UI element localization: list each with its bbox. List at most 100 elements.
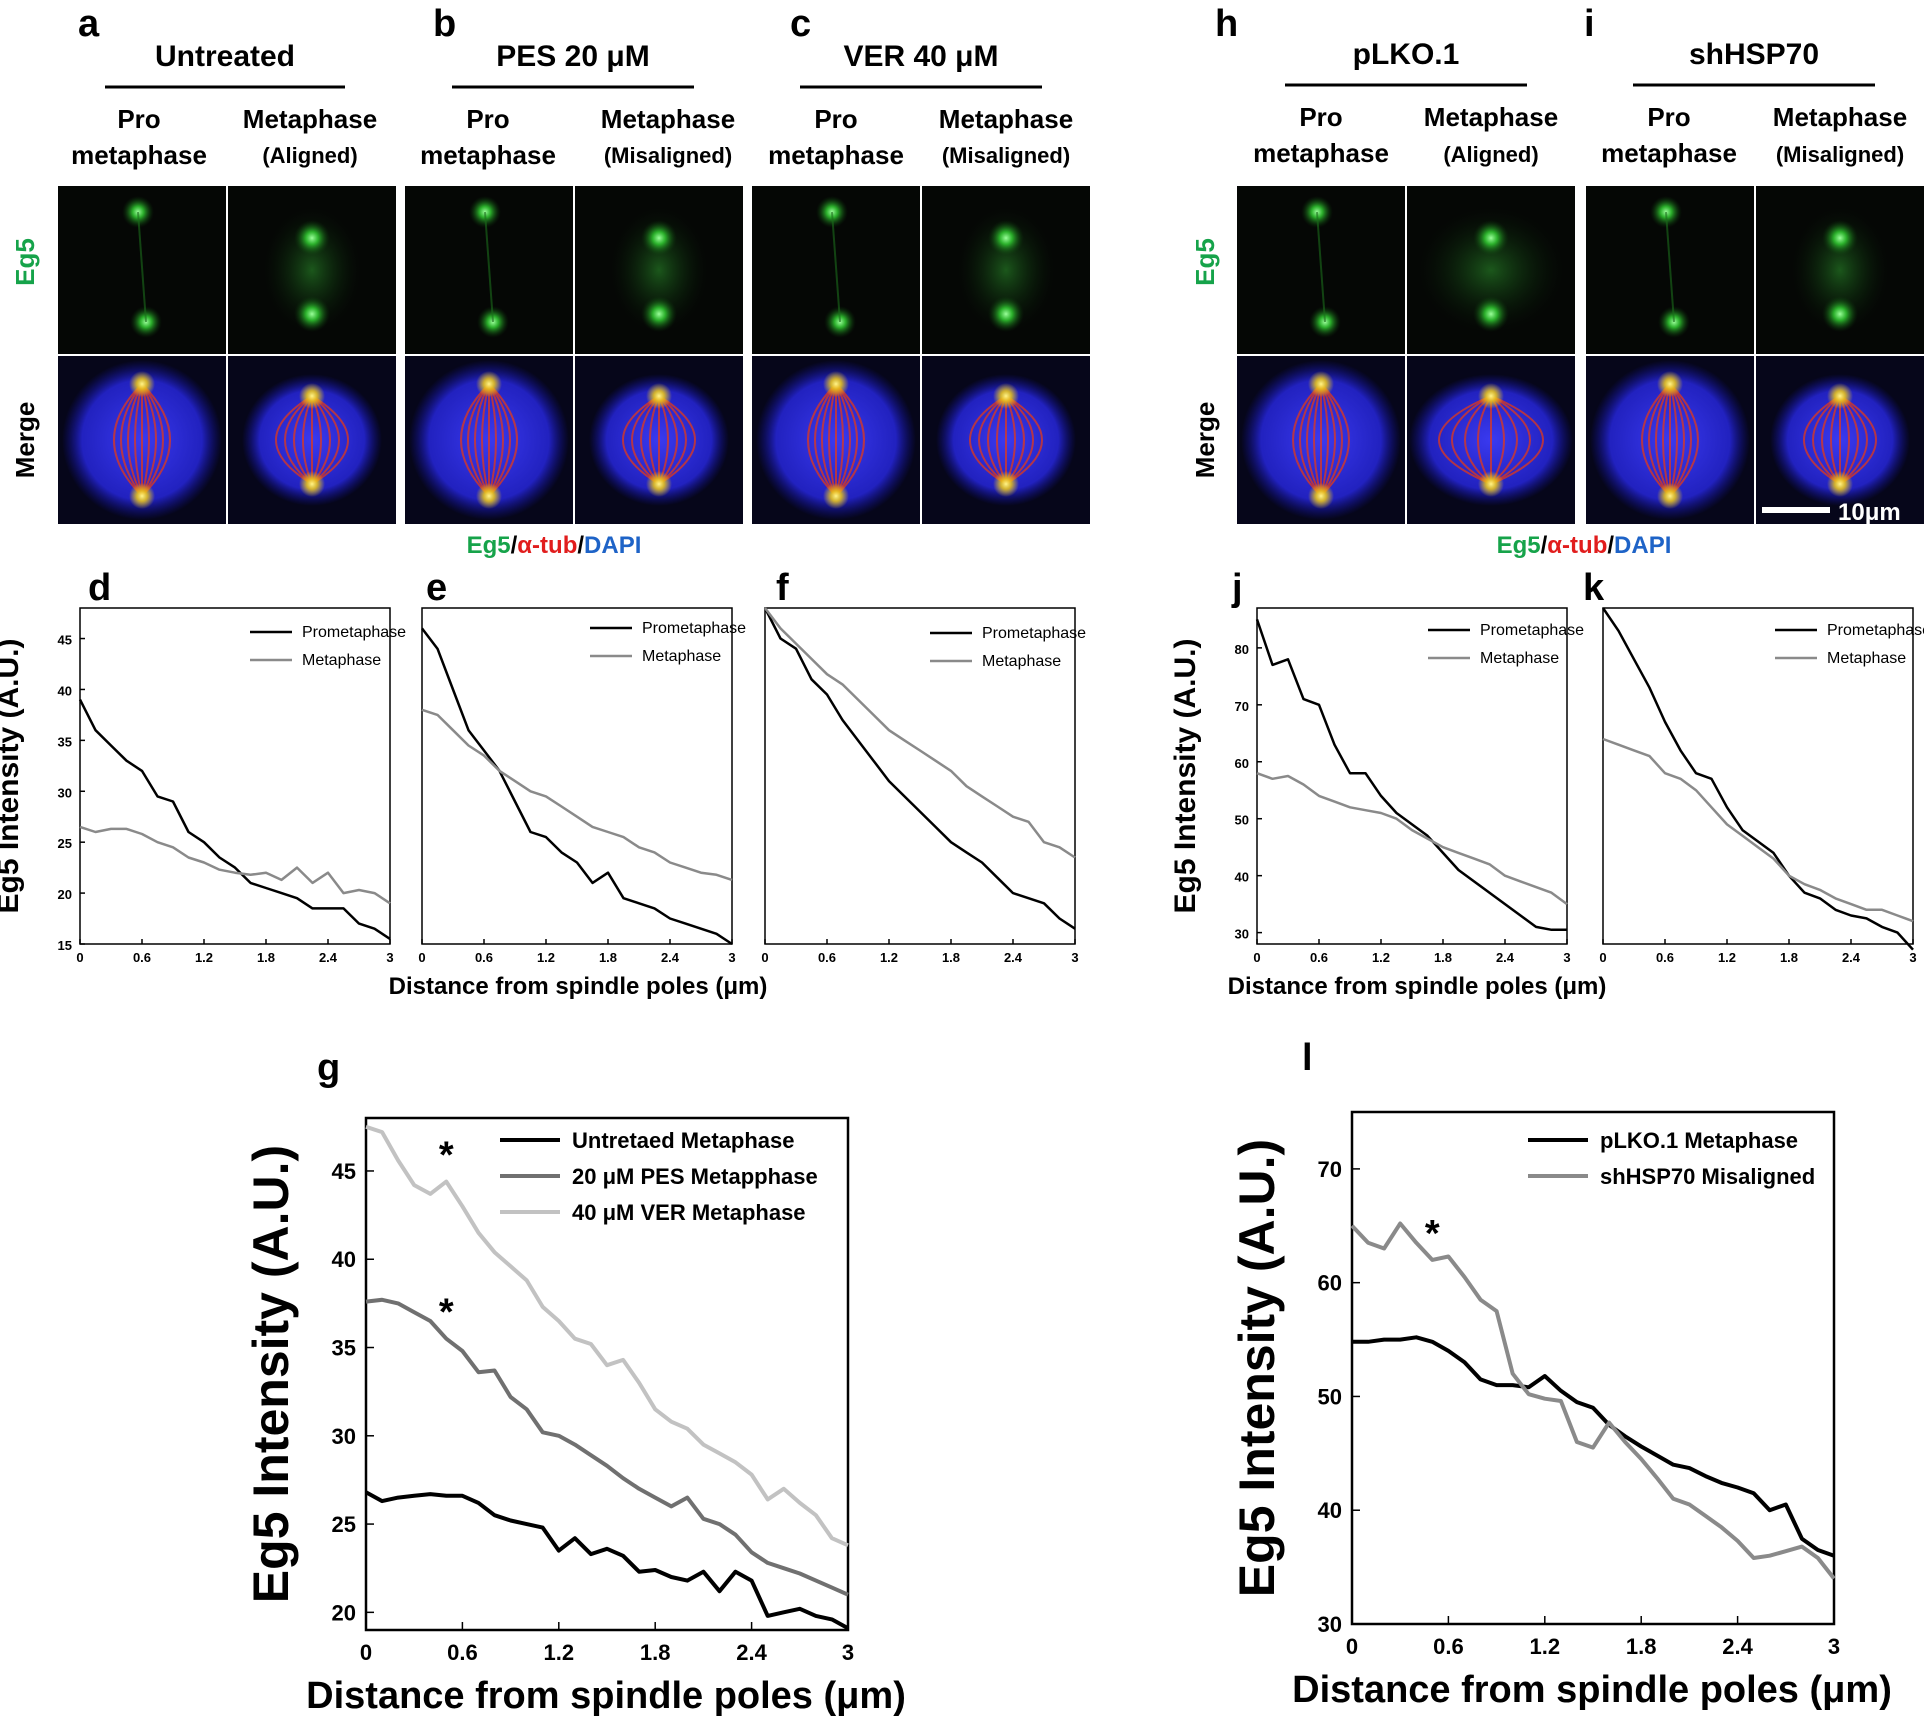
condition-ver: VER 40 μM xyxy=(843,40,998,73)
fluorescence-spot xyxy=(1827,383,1853,409)
x-tick-label: 1.2 xyxy=(544,1640,575,1665)
microtubule xyxy=(1292,383,1322,497)
fluorescence-spot xyxy=(299,471,325,497)
microtubule xyxy=(1669,383,1692,497)
col-header: Pro xyxy=(814,104,857,134)
y-tick-label: 30 xyxy=(58,785,72,800)
panel-label-b: b xyxy=(433,3,456,45)
fluorescence-spot xyxy=(993,383,1019,409)
microtubule xyxy=(1812,395,1841,485)
microtubule xyxy=(1299,383,1322,497)
plot-frame xyxy=(1256,607,1568,945)
condition-pes: PES 20 μM xyxy=(496,40,649,73)
x-tick-label: 3 xyxy=(386,950,393,965)
fluorescence-spot xyxy=(1473,220,1509,256)
microtubule xyxy=(1320,383,1350,497)
fluorescence-spot xyxy=(1822,220,1858,256)
x-tick-label: 0.6 xyxy=(1656,950,1674,965)
x-tick-label: 0 xyxy=(1346,1634,1358,1659)
fluorescence-spot xyxy=(988,296,1024,332)
legend-label: Metaphase xyxy=(1827,650,1906,667)
fluorescence-spot xyxy=(1473,296,1509,332)
spindle-haze xyxy=(264,208,360,332)
microtubule xyxy=(113,383,143,497)
col-header: Pro xyxy=(466,104,509,134)
microtubule xyxy=(1648,383,1671,497)
y-tick-label: 40 xyxy=(1235,870,1249,885)
y-axis-label: Eg5 Intensity (A.U.) xyxy=(1169,638,1202,913)
y-tick-label: 40 xyxy=(58,683,72,698)
condition-shhsp70: shHSP70 xyxy=(1689,38,1819,71)
microtubule xyxy=(1839,395,1868,485)
fluorescence-spot xyxy=(476,483,502,509)
col-subheader: (Misaligned) xyxy=(942,143,1070,168)
microtubule xyxy=(1490,395,1544,485)
x-tick-label: 2.4 xyxy=(1842,950,1861,965)
fluorescence-spot xyxy=(823,483,849,509)
plot-frame xyxy=(79,607,391,945)
x-tick-label: 1.2 xyxy=(1718,950,1736,965)
microtubule xyxy=(275,395,313,485)
x-tick-label: 1.2 xyxy=(1530,1634,1561,1659)
fluorescence-spot xyxy=(988,220,1024,256)
x-tick-label: 1.2 xyxy=(537,950,555,965)
panel-label-l: l xyxy=(1302,1037,1313,1079)
y-tick-label: 30 xyxy=(332,1424,356,1449)
series-line xyxy=(1255,618,1567,932)
y-tick-label: 35 xyxy=(58,734,72,749)
significance-marker: * xyxy=(439,1135,454,1177)
plot-frame xyxy=(364,1116,850,1632)
spindle-fiber xyxy=(1316,211,1326,323)
panel-label-g: g xyxy=(317,1047,340,1089)
series-line xyxy=(79,825,391,905)
x-tick-label: 3 xyxy=(1828,1634,1840,1659)
microtubule xyxy=(835,383,865,497)
fluorescence-spot xyxy=(1657,371,1683,397)
x-tick-label: 1.8 xyxy=(1626,1634,1657,1659)
y-axis-label: Eg5 Intensity (A.U.) xyxy=(243,1145,299,1603)
col-subheader: (Misaligned) xyxy=(1776,142,1904,167)
y-tick-label: 70 xyxy=(1235,699,1249,714)
col-header: Metaphase xyxy=(939,104,1073,134)
fluorescence-spot xyxy=(476,371,502,397)
microtubule xyxy=(120,383,143,497)
col-subheader: (Aligned) xyxy=(1443,142,1538,167)
y-tick-label: 60 xyxy=(1235,756,1249,771)
row-label-eg5: Eg5 xyxy=(1190,238,1220,286)
chart-j: 0 0.6 1.2 1.8 2.4 3 30 40 50 60 70 80 Prometaphase Me… xyxy=(1169,607,1606,1000)
x-tick-label: 0 xyxy=(1253,950,1260,965)
microtubule xyxy=(1490,395,1518,485)
fluorescence-spot xyxy=(1822,296,1858,332)
col-header: Metaphase xyxy=(601,104,735,134)
col-header: metaphase xyxy=(768,140,904,170)
x-tick-label: 0.6 xyxy=(1433,1634,1464,1659)
col-header: Metaphase xyxy=(1773,102,1907,132)
series-line xyxy=(1352,1335,1835,1558)
spindle-haze xyxy=(1419,208,1563,332)
chart-l: 0 0.6 1.2 1.8 2.4 3 30 40 50 60 70 pLKO.1 Metaphase… xyxy=(1229,1110,1892,1711)
panel-label-c: c xyxy=(790,3,811,45)
legend-label: 20 μM PES Metapphase xyxy=(572,1164,818,1189)
series-line xyxy=(365,1297,849,1597)
x-tick-label: 1.2 xyxy=(880,950,898,965)
x-tick-label: 1.8 xyxy=(257,950,275,965)
x-tick-label: 0 xyxy=(1599,950,1606,965)
x-tick-label: 1.8 xyxy=(640,1640,671,1665)
plot-frame xyxy=(421,607,733,945)
spindle-haze xyxy=(958,208,1054,332)
fluorescence-spot xyxy=(129,371,155,397)
microtubule xyxy=(1320,383,1343,497)
significance-marker: * xyxy=(1425,1213,1440,1255)
series-line xyxy=(1350,1221,1836,1580)
microtubule xyxy=(807,383,837,497)
x-tick-label: 0 xyxy=(360,1640,372,1665)
y-tick-label: 30 xyxy=(1235,927,1249,942)
chart-f: 0 0.6 1.2 1.8 2.4 3 Prometaphase Metaphase xyxy=(761,607,1086,965)
col-header: Pro xyxy=(117,104,160,134)
microtubule xyxy=(1451,395,1492,485)
x-tick-label: 0.6 xyxy=(447,1640,478,1665)
microtubule xyxy=(1005,395,1043,485)
y-tick-label: 70 xyxy=(1318,1157,1342,1182)
